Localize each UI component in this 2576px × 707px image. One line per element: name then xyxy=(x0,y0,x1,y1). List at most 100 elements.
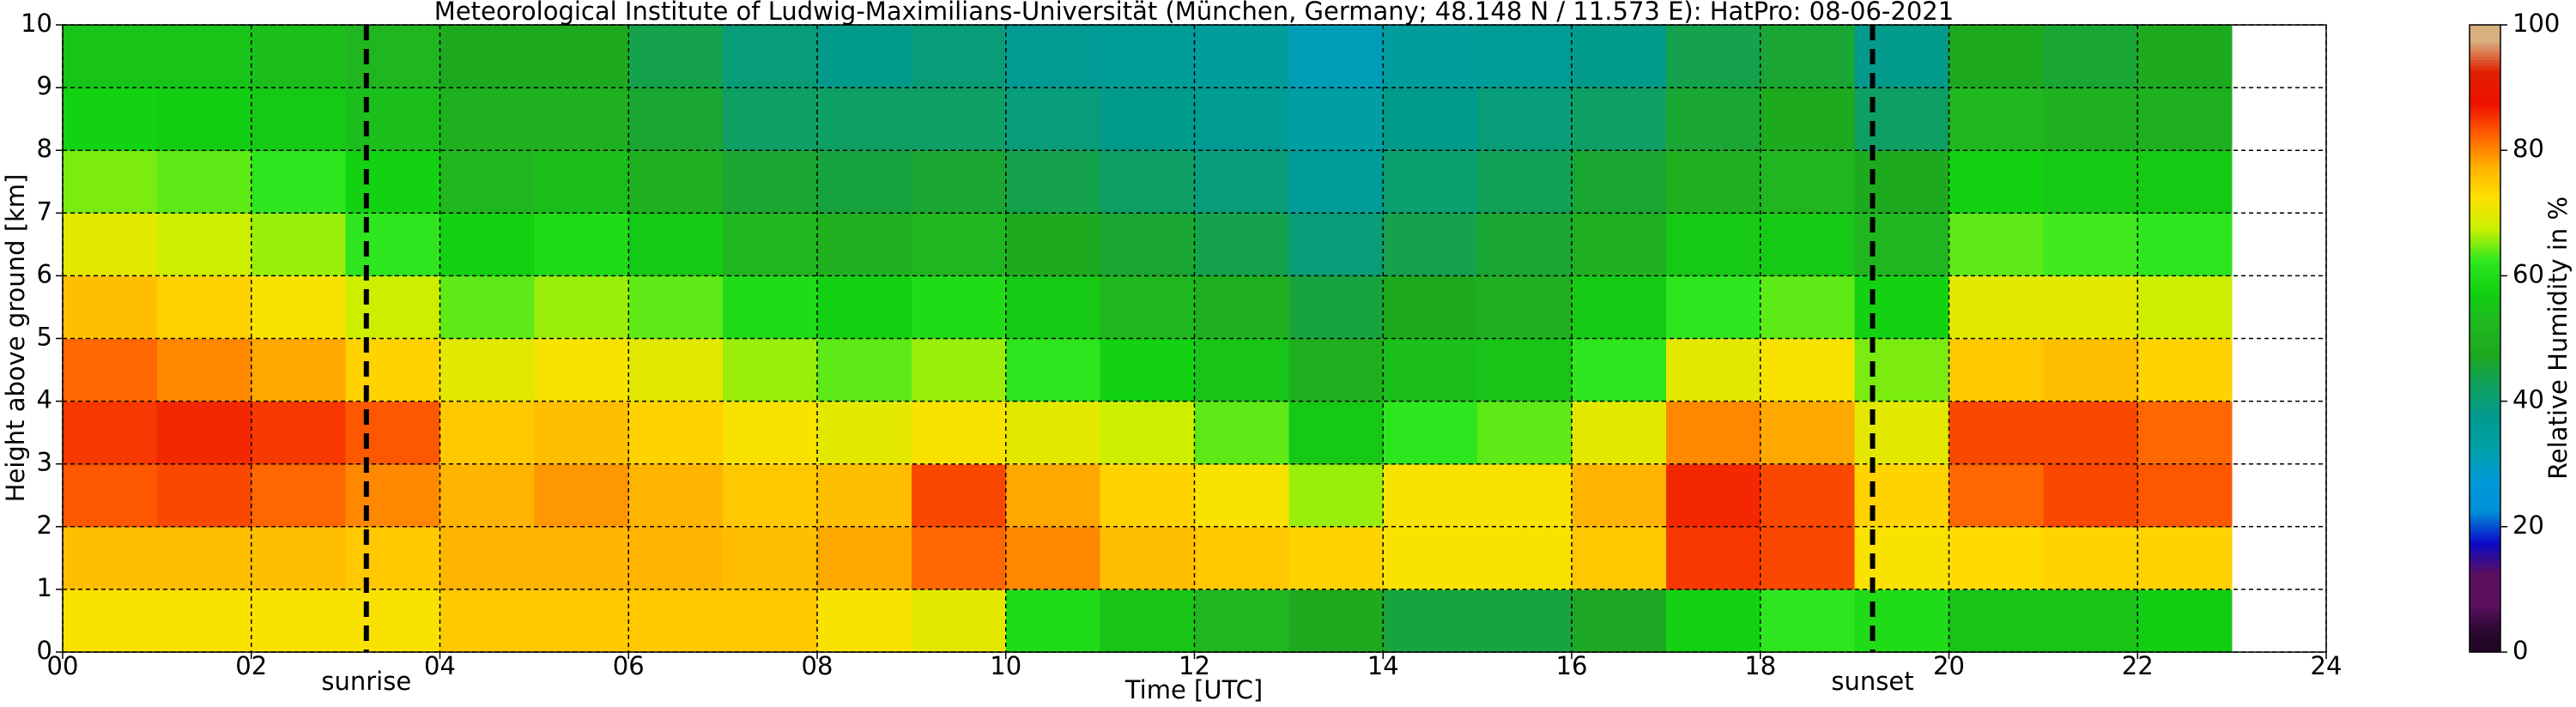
y-tick-label: 9 xyxy=(37,71,52,100)
heatmap-cell xyxy=(156,150,252,214)
heatmap-cell xyxy=(1760,25,1856,88)
heatmap-cell xyxy=(2137,526,2233,590)
heatmap-cell xyxy=(1477,150,1573,214)
colorbar-segment xyxy=(2470,401,2500,405)
heatmap-cell xyxy=(628,275,724,340)
heatmap-cell xyxy=(1194,401,1289,465)
colorbar-segment xyxy=(2470,215,2500,221)
x-tick-label: 14 xyxy=(1367,651,1399,680)
colorbar-segment xyxy=(2470,103,2500,107)
heatmap-cell xyxy=(1383,526,1478,590)
heatmap-cell xyxy=(251,338,347,402)
heatmap-cell xyxy=(911,526,1007,590)
colorbar-segment xyxy=(2470,624,2500,628)
heatmap-cell xyxy=(1949,275,2044,340)
x-tick-label: 00 xyxy=(47,651,79,680)
colorbar-tick-label: 100 xyxy=(2512,9,2560,38)
heatmap-cell xyxy=(1194,150,1289,214)
heatmap-cell xyxy=(345,25,441,88)
heatmap-cell xyxy=(1760,526,1856,590)
colorbar-segment xyxy=(2470,319,2500,323)
colorbar-segment xyxy=(2470,567,2500,571)
heatmap-cell xyxy=(1005,338,1101,402)
colorbar-segment xyxy=(2470,397,2500,402)
colorbar-segment xyxy=(2470,645,2500,650)
colorbar-label: Relative Humidity in % xyxy=(2543,196,2573,480)
colorbar-tick-label: 0 xyxy=(2512,636,2528,665)
plot-frame xyxy=(62,24,2327,653)
x-tick-label: 12 xyxy=(1179,651,1210,680)
colorbar-segment xyxy=(2470,219,2500,223)
colorbar-segment xyxy=(2470,517,2500,522)
colorbar-segment xyxy=(2470,112,2500,117)
colorbar-segment xyxy=(2470,479,2500,484)
colorbar-segment xyxy=(2470,281,2500,286)
heatmap-cell xyxy=(251,463,347,528)
colorbar-segment xyxy=(2470,131,2500,136)
heatmap-cell xyxy=(2043,88,2138,151)
colorbar-segment xyxy=(2470,153,2500,158)
colorbar-segment xyxy=(2470,626,2500,631)
colorbar-segment xyxy=(2470,643,2500,647)
heatmap-cell xyxy=(534,338,629,402)
colorbar-segment xyxy=(2470,27,2500,32)
heatmap-cell xyxy=(628,25,724,88)
colorbar-segment xyxy=(2470,385,2500,390)
heatmap-cell xyxy=(63,213,158,276)
heatmap-cell xyxy=(2043,401,2138,465)
heatmap-cell xyxy=(1100,338,1196,402)
heatmap-cell xyxy=(63,589,158,653)
heatmap-cell xyxy=(251,88,347,151)
x-tick-label: 02 xyxy=(235,651,267,680)
colorbar-segment xyxy=(2470,203,2500,208)
colorbar-segment xyxy=(2470,304,2500,308)
heatmap-cell xyxy=(2137,589,2233,653)
colorbar-segment xyxy=(2470,649,2500,653)
heatmap-cell xyxy=(723,463,818,528)
colorbar-segment xyxy=(2470,486,2500,490)
colorbar-segment xyxy=(2470,633,2500,638)
colorbar-segment xyxy=(2470,370,2500,374)
colorbar-segment xyxy=(2470,109,2500,113)
colorbar-segment xyxy=(2470,558,2500,562)
heatmap-cell xyxy=(2043,275,2138,340)
colorbar-segment xyxy=(2470,52,2500,57)
colorbar-segment xyxy=(2470,31,2500,35)
heatmap-cell xyxy=(2043,526,2138,590)
heatmap-cell xyxy=(1760,401,1856,465)
heatmap-cell xyxy=(439,526,535,590)
colorbar-tick-label: 40 xyxy=(2512,385,2544,414)
colorbar-segment xyxy=(2470,46,2500,51)
colorbar-segment xyxy=(2470,263,2500,268)
colorbar-segment xyxy=(2470,463,2500,468)
colorbar-segment xyxy=(2470,482,2500,486)
heatmap-cell xyxy=(63,150,158,214)
colorbar-segment xyxy=(2470,561,2500,565)
colorbar-segment xyxy=(2470,244,2500,249)
heatmap-cell xyxy=(1949,150,2044,214)
heatmap-cell xyxy=(156,401,252,465)
heatmap-cell xyxy=(628,338,724,402)
colorbar-segment xyxy=(2470,213,2500,217)
heatmap-cell xyxy=(251,589,347,653)
heatmap-cell xyxy=(1383,275,1478,340)
heatmap-cell xyxy=(1477,88,1573,151)
heatmap-cell xyxy=(439,88,535,151)
colorbar-tick-label: 20 xyxy=(2512,511,2544,540)
colorbar-segment xyxy=(2470,297,2500,302)
heatmap-cell xyxy=(251,526,347,590)
heatmap-cell xyxy=(1100,150,1196,214)
colorbar-segment xyxy=(2470,222,2500,227)
heatmap-cell xyxy=(911,150,1007,214)
colorbar-segment xyxy=(2470,526,2500,531)
colorbar-segment xyxy=(2470,507,2500,512)
heatmap-cell xyxy=(1949,213,2044,276)
colorbar-segment xyxy=(2470,59,2500,63)
colorbar-segment xyxy=(2470,247,2500,251)
colorbar-segment xyxy=(2470,294,2500,299)
heatmap-cell xyxy=(817,463,912,528)
colorbar-segment xyxy=(2470,454,2500,458)
colorbar-segment xyxy=(2470,470,2500,474)
colorbar-segment xyxy=(2470,607,2500,613)
colorbar-segment xyxy=(2470,429,2500,433)
